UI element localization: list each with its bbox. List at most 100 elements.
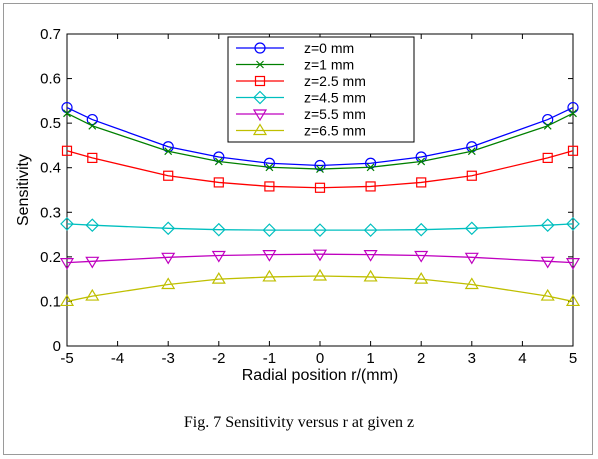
legend-label: z=5.5 mm bbox=[304, 106, 366, 122]
data-point bbox=[416, 177, 427, 188]
data-point bbox=[314, 182, 326, 193]
y-tick-label: 0.5 bbox=[40, 115, 61, 132]
data-point bbox=[566, 217, 580, 231]
data-point bbox=[262, 223, 277, 237]
data-point bbox=[542, 152, 553, 164]
data-point bbox=[366, 163, 375, 172]
data-point bbox=[565, 294, 581, 307]
data-point bbox=[161, 252, 176, 265]
data-point bbox=[414, 271, 429, 284]
data-point bbox=[211, 271, 226, 284]
legend-marker bbox=[254, 42, 266, 54]
x-tick-label: 1 bbox=[366, 350, 374, 367]
data-point bbox=[85, 256, 100, 269]
y-tick-label: 0.1 bbox=[40, 293, 61, 310]
data-point bbox=[417, 157, 426, 166]
data-point bbox=[540, 288, 555, 301]
data-point bbox=[569, 109, 577, 118]
data-point bbox=[314, 159, 326, 172]
data-point bbox=[363, 269, 378, 282]
figure-caption: Fig. 7 Sensitivity versus r at given z bbox=[183, 414, 415, 431]
x-tick-label: -1 bbox=[263, 350, 276, 367]
data-point bbox=[316, 165, 324, 173]
legend-label: z=2.5 mm bbox=[304, 73, 366, 89]
legend-label: z=4.5 mm bbox=[304, 90, 366, 106]
data-point bbox=[540, 218, 555, 233]
x-tick-label: -3 bbox=[162, 350, 175, 367]
data-point bbox=[213, 177, 224, 188]
series-4 bbox=[60, 217, 580, 237]
data-point bbox=[59, 294, 75, 307]
data-point bbox=[85, 288, 100, 301]
series-line bbox=[66, 223, 574, 231]
data-point bbox=[59, 258, 75, 270]
data-point bbox=[164, 147, 173, 156]
x-tick-label: 2 bbox=[417, 350, 425, 367]
data-point bbox=[63, 109, 71, 118]
legend-box bbox=[227, 36, 415, 143]
legend-label: z=6.5 mm bbox=[304, 123, 366, 139]
x-tick-label: 3 bbox=[468, 350, 476, 367]
data-point bbox=[161, 221, 176, 236]
data-point bbox=[312, 249, 328, 262]
data-point bbox=[262, 250, 277, 262]
data-point bbox=[464, 252, 479, 265]
data-point bbox=[565, 258, 581, 270]
series-line bbox=[66, 253, 574, 264]
data-point bbox=[540, 256, 555, 269]
series-line bbox=[66, 275, 574, 303]
series-1 bbox=[61, 101, 579, 172]
legend-marker bbox=[256, 60, 264, 69]
data-point bbox=[262, 269, 277, 282]
x-axis-label: Radial position r/(mm) bbox=[242, 367, 398, 384]
data-point bbox=[464, 277, 479, 290]
x-tick-label: 0 bbox=[316, 350, 324, 367]
data-point bbox=[61, 145, 73, 156]
legend-marker bbox=[252, 123, 268, 136]
data-point bbox=[542, 113, 554, 126]
y-tick-label: 0.2 bbox=[40, 249, 61, 266]
series-line bbox=[66, 106, 574, 167]
y-tick-label: 0.7 bbox=[40, 26, 61, 43]
data-point bbox=[264, 181, 275, 192]
x-tick-label: -4 bbox=[111, 350, 124, 367]
x-tick-label: -5 bbox=[60, 350, 73, 367]
data-point bbox=[87, 152, 98, 164]
data-point bbox=[414, 250, 429, 263]
series-5 bbox=[59, 249, 581, 270]
legend-marker bbox=[253, 90, 267, 105]
data-point bbox=[263, 157, 275, 169]
series-3 bbox=[61, 145, 579, 193]
series-layer bbox=[59, 101, 581, 307]
data-point bbox=[567, 145, 579, 156]
data-point bbox=[85, 218, 100, 233]
y-tick-label: 0.4 bbox=[40, 160, 61, 177]
data-point bbox=[214, 157, 223, 166]
legend: z=0 mmz=1 mmz=2.5 mmz=4.5 mmz=5.5 mmz=6.… bbox=[227, 36, 415, 143]
data-point bbox=[414, 222, 429, 237]
x-tick-label: 5 bbox=[569, 350, 577, 367]
y-tick-label: 0.3 bbox=[40, 204, 61, 221]
data-point bbox=[265, 163, 274, 172]
axis-ticks: -5 -4 -3 -2 -1 0 1 2 3 4 5 0 0.1 0.2 0.3 0.4 0.5 0.6 0.7 bbox=[40, 26, 577, 367]
data-point bbox=[466, 170, 477, 181]
data-point bbox=[312, 268, 328, 281]
y-tick-label: 0.6 bbox=[40, 71, 61, 88]
data-point bbox=[88, 121, 97, 130]
data-point bbox=[363, 223, 378, 237]
data-point bbox=[363, 250, 378, 262]
legend-marker bbox=[254, 75, 266, 87]
data-point bbox=[211, 250, 226, 263]
x-tick-label: 4 bbox=[518, 350, 526, 367]
data-point bbox=[163, 170, 174, 181]
data-point bbox=[365, 181, 376, 192]
series-6 bbox=[59, 268, 581, 307]
data-point bbox=[464, 221, 479, 236]
legend-marker bbox=[252, 109, 268, 122]
data-point bbox=[60, 217, 74, 231]
series-2 bbox=[63, 109, 577, 173]
data-point bbox=[313, 223, 327, 237]
x-tick-label: -2 bbox=[212, 350, 225, 367]
data-point bbox=[543, 121, 552, 130]
